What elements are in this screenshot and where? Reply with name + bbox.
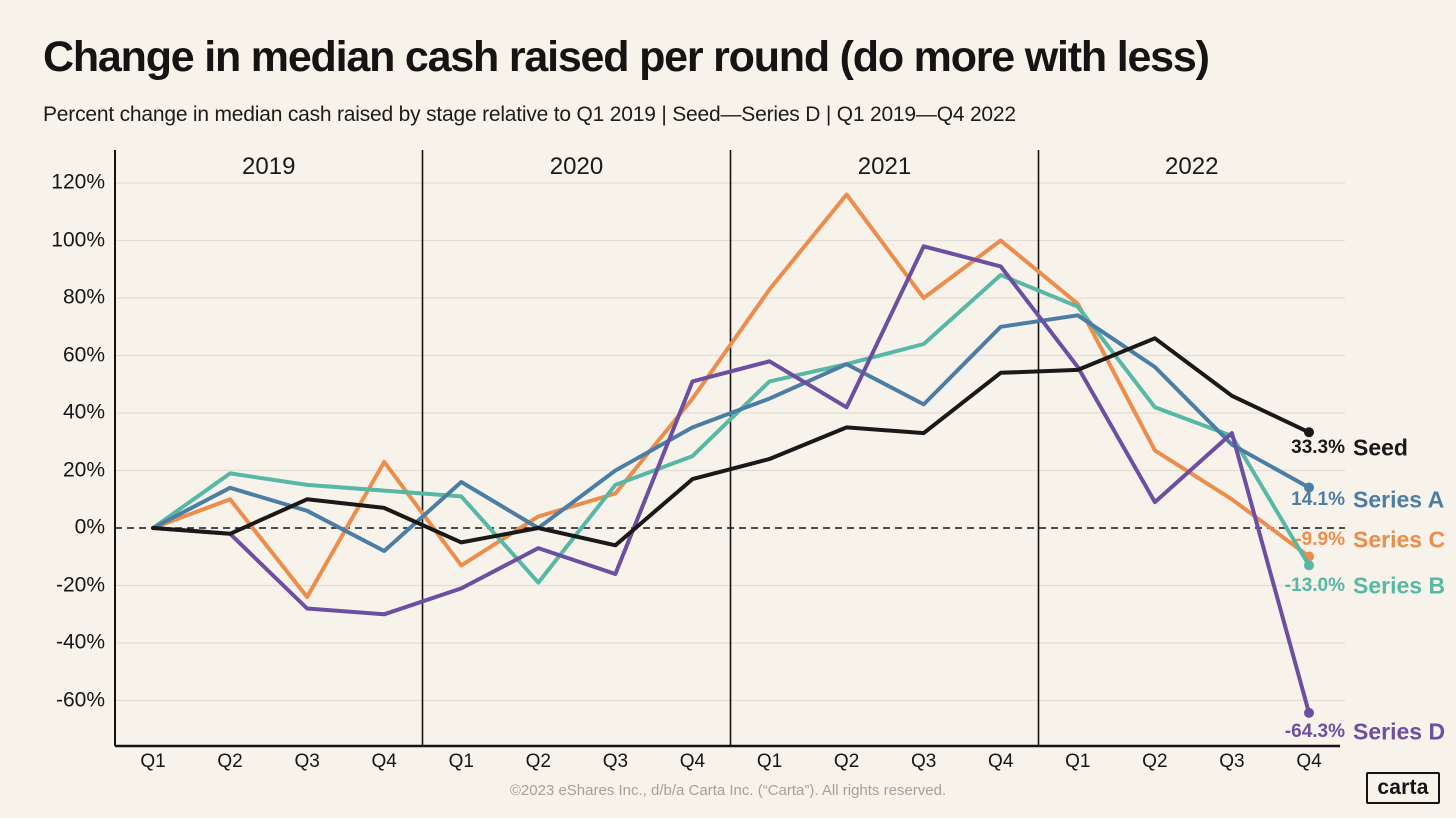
series-line-series-b: [151, 273, 1311, 585]
carta-logo: carta: [1366, 772, 1440, 804]
page-title: Change in median cash raised per round (…: [43, 33, 1210, 81]
series-line-seed: [151, 336, 1311, 548]
series-line-series-d: [151, 244, 1311, 715]
series-line-series-a: [151, 313, 1311, 553]
series-endpoint-series-b: [1304, 560, 1314, 571]
series-endpoint-series-a: [1304, 482, 1314, 493]
series-endpoint-seed: [1304, 427, 1314, 438]
page-subtitle: Percent change in median cash raised by …: [43, 103, 1016, 126]
copyright-text: ©2023 eShares Inc., d/b/a Carta Inc. (“C…: [509, 782, 947, 799]
series-endpoint-series-d: [1304, 707, 1314, 718]
